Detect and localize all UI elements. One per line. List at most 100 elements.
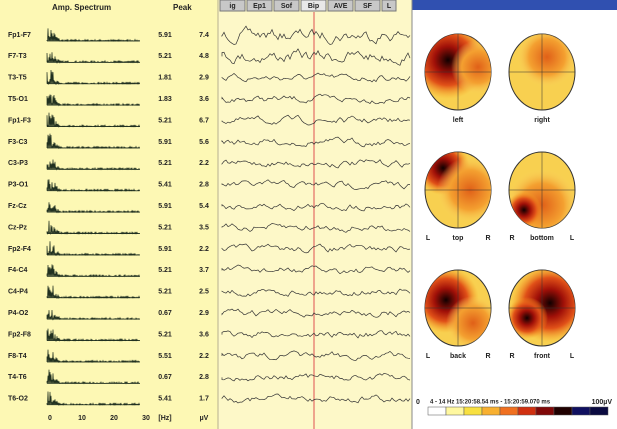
tab-label[interactable]: Sof bbox=[281, 3, 293, 10]
tab-label[interactable]: ig bbox=[229, 3, 235, 10]
side-label: R bbox=[509, 235, 514, 242]
channel-label: Fz-Cz bbox=[8, 203, 27, 210]
channel-label: P3-O1 bbox=[8, 182, 28, 189]
colorbar-swatch bbox=[428, 407, 446, 415]
side-label: L bbox=[570, 235, 575, 242]
peak-freq: 5.91 bbox=[158, 32, 172, 39]
channel-label: Fp1-F3 bbox=[8, 117, 31, 124]
side-label: R bbox=[485, 235, 490, 242]
x-tick-label: 30 bbox=[142, 415, 150, 422]
peak-freq: 5.91 bbox=[158, 246, 172, 253]
peak-freq: 1.81 bbox=[158, 75, 172, 82]
channel-label: T3-T5 bbox=[8, 75, 27, 82]
peak-freq: 5.91 bbox=[158, 139, 172, 146]
colorbar-min: 0 bbox=[416, 399, 420, 406]
peak-amp: 2.9 bbox=[199, 75, 209, 82]
peak-amp: 2.2 bbox=[199, 246, 209, 253]
channel-label: F8-T4 bbox=[8, 353, 27, 360]
channel-label: Cz-Pz bbox=[8, 224, 28, 231]
tab-label[interactable]: Ep1 bbox=[253, 3, 266, 10]
channel-label: F7-T3 bbox=[8, 53, 27, 60]
colorbar-swatch bbox=[590, 407, 608, 415]
map-titlebar bbox=[412, 0, 617, 10]
peak-header: Peak bbox=[173, 3, 192, 12]
view-label: right bbox=[534, 117, 550, 124]
colorbar-info: 4 - 14 Hz 15:20:58.54 ms - 15:20:59.070 … bbox=[430, 400, 551, 406]
amp-unit: µV bbox=[200, 415, 209, 422]
peak-amp: 7.4 bbox=[199, 32, 209, 39]
peak-freq: 5.21 bbox=[158, 267, 172, 274]
colorbar-swatch bbox=[518, 407, 536, 415]
peak-amp: 4.8 bbox=[199, 53, 209, 60]
channel-label: T5-O1 bbox=[8, 96, 28, 103]
peak-freq: 5.21 bbox=[158, 117, 172, 124]
peak-amp: 5.6 bbox=[199, 139, 209, 146]
channel-label: C3-P3 bbox=[8, 160, 28, 167]
channel-label: F4-C4 bbox=[8, 267, 28, 274]
peak-amp: 2.2 bbox=[199, 160, 209, 167]
colorbar-swatch bbox=[572, 407, 590, 415]
view-label: bottom bbox=[530, 235, 554, 242]
tab-label[interactable]: AVE bbox=[334, 3, 348, 10]
peak-amp: 1.7 bbox=[199, 396, 209, 403]
view-label: top bbox=[453, 235, 464, 242]
view-label: front bbox=[534, 353, 551, 360]
wave-panel bbox=[218, 0, 412, 429]
side-label: L bbox=[426, 353, 431, 360]
channel-label: F3-C3 bbox=[8, 139, 28, 146]
x-tick-label: 0 bbox=[48, 415, 52, 422]
x-tick-label: 10 bbox=[78, 415, 86, 422]
peak-freq: 5.21 bbox=[158, 53, 172, 60]
channel-label: P4-O2 bbox=[8, 310, 28, 317]
peak-freq: 5.91 bbox=[158, 203, 172, 210]
tab-label[interactable]: L bbox=[387, 3, 392, 10]
peak-amp: 2.2 bbox=[199, 353, 209, 360]
screen: Amp. Spectrum Peak ig Ep1 Sof Bip AVE SF L Fp1… bbox=[0, 0, 617, 429]
page: {"left_panel":{"spectrum_header":"Amp. S… bbox=[0, 0, 617, 429]
colorbar-swatch bbox=[464, 407, 482, 415]
side-label: L bbox=[426, 235, 431, 242]
peak-amp: 3.5 bbox=[199, 224, 209, 231]
peak-freq: 5.21 bbox=[158, 160, 172, 167]
channel-label: C4-P4 bbox=[8, 289, 28, 296]
view-label: left bbox=[453, 117, 464, 124]
peak-freq: 0.67 bbox=[158, 310, 172, 317]
channel-label: Fp1-F7 bbox=[8, 32, 31, 39]
spectrum-header: Amp. Spectrum bbox=[52, 3, 111, 12]
channel-label: T4-T6 bbox=[8, 374, 27, 381]
tab-label[interactable]: SF bbox=[363, 3, 373, 10]
peak-amp: 2.5 bbox=[199, 289, 209, 296]
peak-amp: 6.7 bbox=[199, 117, 209, 124]
peak-amp: 3.6 bbox=[199, 331, 209, 338]
peak-freq: 5.21 bbox=[158, 289, 172, 296]
channel-label: Fp2-F4 bbox=[8, 246, 31, 253]
colorbar-swatch bbox=[500, 407, 518, 415]
colorbar-swatch bbox=[482, 407, 500, 415]
peak-amp: 3.6 bbox=[199, 96, 209, 103]
peak-freq: 5.41 bbox=[158, 396, 172, 403]
freq-unit: [Hz] bbox=[158, 415, 171, 422]
peak-freq: 1.83 bbox=[158, 96, 172, 103]
peak-freq: 5.21 bbox=[158, 331, 172, 338]
view-label: back bbox=[450, 353, 466, 360]
spectrum-panel bbox=[0, 0, 218, 429]
channel-label: T6-O2 bbox=[8, 396, 28, 403]
peak-amp: 2.8 bbox=[199, 182, 209, 189]
side-label: R bbox=[509, 353, 514, 360]
peak-freq: 5.21 bbox=[158, 224, 172, 231]
peak-amp: 2.9 bbox=[199, 310, 209, 317]
side-label: L bbox=[570, 353, 575, 360]
peak-freq: 5.41 bbox=[158, 182, 172, 189]
colorbar-swatch bbox=[536, 407, 554, 415]
channel-label: Fp2-F8 bbox=[8, 331, 31, 338]
peak-amp: 5.4 bbox=[199, 203, 209, 210]
peak-freq: 5.51 bbox=[158, 353, 172, 360]
colorbar-max: 100µV bbox=[592, 399, 613, 406]
colorbar-swatch bbox=[446, 407, 464, 415]
tab-label[interactable]: Bip bbox=[308, 3, 319, 10]
peak-amp: 3.7 bbox=[199, 267, 209, 274]
peak-amp: 2.8 bbox=[199, 374, 209, 381]
colorbar-swatch bbox=[554, 407, 572, 415]
side-label: R bbox=[485, 353, 490, 360]
peak-freq: 0.67 bbox=[158, 374, 172, 381]
